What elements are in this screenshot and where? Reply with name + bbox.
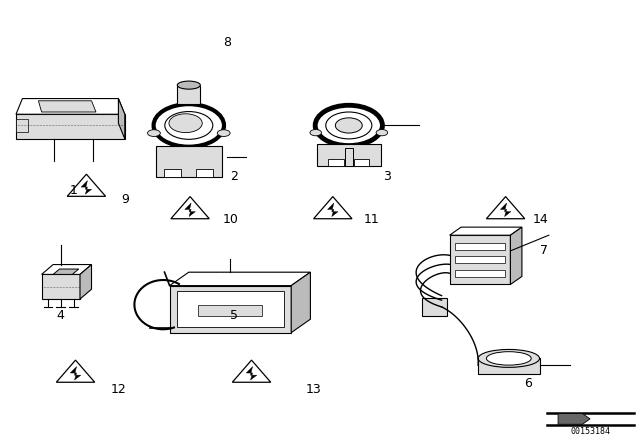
Polygon shape [486, 197, 525, 219]
Text: 4: 4 [57, 309, 65, 323]
Polygon shape [56, 360, 95, 382]
Polygon shape [16, 114, 125, 139]
Text: 10: 10 [223, 213, 238, 226]
Bar [455, 270, 506, 277]
Polygon shape [450, 235, 511, 284]
Text: 1: 1 [70, 184, 77, 197]
Text: 7: 7 [540, 244, 548, 258]
Polygon shape [170, 286, 291, 332]
Ellipse shape [147, 130, 160, 137]
Text: 6: 6 [524, 376, 532, 390]
Ellipse shape [478, 349, 540, 367]
Bar [455, 256, 506, 263]
Ellipse shape [165, 112, 212, 139]
Ellipse shape [315, 105, 383, 146]
Bar [198, 305, 262, 316]
Polygon shape [38, 101, 96, 112]
Bar [196, 169, 213, 177]
Ellipse shape [310, 129, 321, 136]
Ellipse shape [376, 129, 388, 136]
Bar [164, 169, 181, 177]
Bar [455, 243, 506, 250]
Ellipse shape [335, 118, 362, 133]
Polygon shape [81, 181, 92, 194]
Text: 11: 11 [364, 213, 379, 226]
Bar [354, 159, 369, 166]
Polygon shape [67, 174, 106, 196]
Polygon shape [53, 269, 79, 274]
Polygon shape [317, 144, 381, 166]
Ellipse shape [218, 130, 230, 137]
Polygon shape [314, 197, 352, 219]
Text: 2: 2 [230, 170, 237, 184]
Polygon shape [118, 99, 125, 139]
Polygon shape [511, 227, 522, 284]
Polygon shape [500, 203, 511, 216]
Text: 9: 9 [121, 193, 129, 206]
Polygon shape [170, 272, 310, 286]
Bar [328, 159, 344, 166]
Polygon shape [42, 264, 92, 274]
Text: 3: 3 [383, 170, 391, 184]
Polygon shape [177, 291, 284, 327]
Polygon shape [80, 264, 92, 299]
Polygon shape [291, 272, 310, 332]
Ellipse shape [154, 104, 224, 147]
Polygon shape [328, 203, 338, 216]
Polygon shape [450, 227, 522, 235]
Polygon shape [156, 146, 222, 177]
Polygon shape [171, 197, 209, 219]
Polygon shape [42, 274, 80, 299]
Text: 13: 13 [306, 383, 321, 396]
Bar [16, 119, 28, 132]
Polygon shape [185, 203, 195, 216]
Text: 00153184: 00153184 [571, 427, 611, 436]
Polygon shape [232, 360, 271, 382]
Bar [422, 298, 447, 316]
Ellipse shape [486, 352, 531, 365]
Text: 14: 14 [533, 213, 548, 226]
Bar [177, 86, 200, 104]
Ellipse shape [169, 114, 202, 133]
Text: 5: 5 [230, 309, 237, 323]
Polygon shape [558, 414, 590, 424]
Polygon shape [246, 366, 257, 380]
Text: 8: 8 [223, 36, 231, 49]
Polygon shape [478, 358, 540, 374]
Ellipse shape [326, 112, 372, 139]
Polygon shape [16, 99, 125, 114]
Polygon shape [70, 366, 81, 380]
Ellipse shape [177, 81, 200, 89]
Bar [345, 148, 353, 166]
Text: 12: 12 [111, 383, 126, 396]
